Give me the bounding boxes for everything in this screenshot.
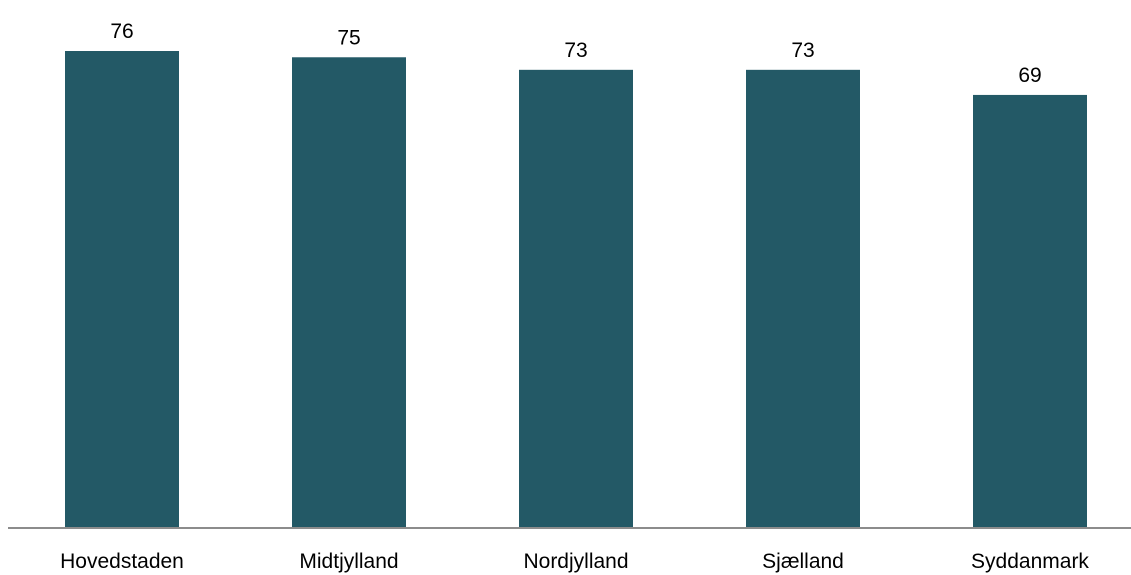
bars-layer [65, 51, 1087, 529]
x-tick-label-hovedstaden: Hovedstaden [60, 550, 184, 573]
bar-hovedstaden [65, 51, 179, 528]
data-label-hovedstaden: 76 [110, 20, 133, 43]
x-tick-label-syddanmark: Syddanmark [971, 550, 1089, 573]
data-label-sjælland: 73 [791, 39, 814, 62]
bar-sjælland [746, 69, 860, 528]
x-tick-label-sjælland: Sjælland [762, 550, 844, 573]
x-tick-label-midtjylland: Midtjylland [299, 550, 398, 573]
bar-syddanmark [973, 94, 1087, 529]
data-label-midtjylland: 75 [337, 26, 360, 49]
data-label-syddanmark: 69 [1018, 64, 1041, 87]
category-labels-layer: Hovedstaden Midtjylland Nordjylland Sjællan… [60, 550, 1089, 573]
value-labels-layer: 76 75 73 73 69 [110, 20, 1041, 87]
bar-nordjylland [519, 69, 633, 528]
x-tick-label-nordjylland: Nordjylland [523, 550, 628, 573]
bar-midtjylland [292, 57, 406, 529]
data-label-nordjylland: 73 [564, 39, 587, 62]
